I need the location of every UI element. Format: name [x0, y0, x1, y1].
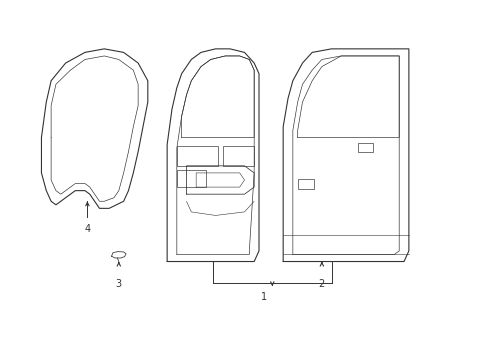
- Bar: [177, 170, 205, 187]
- Text: 4: 4: [84, 224, 90, 234]
- Text: 3: 3: [116, 279, 122, 289]
- Text: 2: 2: [318, 279, 325, 289]
- Bar: [297, 179, 313, 189]
- Text: 1: 1: [260, 292, 266, 302]
- Bar: [177, 146, 218, 166]
- Bar: [223, 146, 254, 166]
- Bar: [357, 144, 372, 152]
